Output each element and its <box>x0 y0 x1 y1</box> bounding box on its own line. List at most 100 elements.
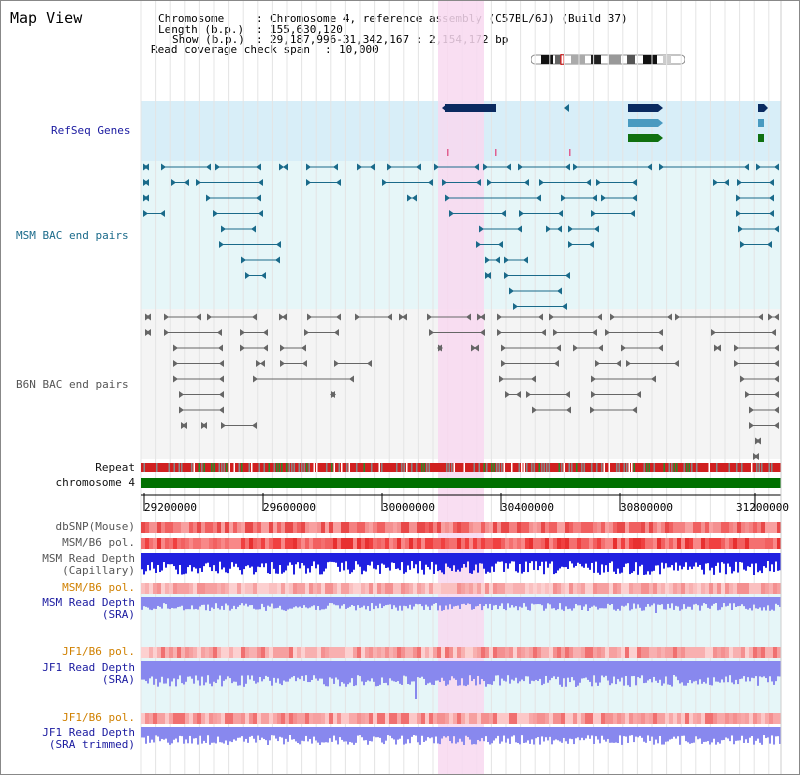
bac-end-marker <box>767 241 772 248</box>
depth-bar <box>141 553 143 570</box>
depth-bar <box>647 597 649 605</box>
depth-bar <box>377 727 379 738</box>
depth-bar <box>405 553 407 573</box>
depth-bar <box>281 661 283 686</box>
depth-bar <box>511 727 513 737</box>
depth-bar <box>265 727 267 741</box>
heat-cell <box>749 583 753 594</box>
depth-bar <box>367 553 369 566</box>
heat-cell <box>301 583 305 594</box>
heat-cell <box>401 713 405 724</box>
depth-bar <box>637 553 639 575</box>
heat-cell <box>597 583 601 594</box>
bac-end-marker <box>774 163 779 171</box>
depth-bar <box>717 553 719 563</box>
heat-cell <box>661 522 665 533</box>
heat-cell <box>717 647 721 658</box>
depth-bar <box>551 661 553 678</box>
depth-bar <box>777 553 779 571</box>
depth-bar <box>581 553 583 567</box>
heat-cell <box>745 647 749 658</box>
heat-cell <box>293 522 297 533</box>
heat-cell <box>561 713 565 724</box>
heat-cell <box>417 647 421 658</box>
heat-cell <box>325 583 329 594</box>
heat-cell <box>205 538 209 549</box>
heat-cell <box>161 538 165 549</box>
heat-cell <box>741 522 745 533</box>
repeat-element <box>758 463 760 472</box>
depth-bar <box>657 727 659 744</box>
depth-bar <box>641 661 643 676</box>
bac-end-marker <box>758 313 763 321</box>
heat-cell <box>465 647 469 658</box>
heat-cell <box>393 713 397 724</box>
depth-bar <box>485 597 487 605</box>
depth-bar <box>231 597 233 609</box>
depth-bar <box>613 727 615 743</box>
depth-bar <box>501 661 503 679</box>
heat-cell <box>557 583 561 594</box>
depth-bar <box>647 661 649 681</box>
repeat-element <box>378 463 380 472</box>
depth-bar <box>351 597 353 605</box>
heat-cell <box>509 583 513 594</box>
heat-cell <box>273 583 277 594</box>
depth-bar <box>371 727 373 742</box>
depth-bar <box>719 661 721 683</box>
heat-cell <box>265 538 269 549</box>
heat-cell <box>317 713 321 724</box>
heat-cell <box>225 713 229 724</box>
heat-cell <box>565 538 569 549</box>
repeat-element <box>258 463 260 472</box>
heat-cell <box>729 647 733 658</box>
depth-bar <box>359 727 361 736</box>
heat-cell <box>749 538 753 549</box>
heat-cell <box>753 522 757 533</box>
depth-bar <box>459 727 461 739</box>
heat-cell <box>297 647 301 658</box>
heat-cell <box>253 538 257 549</box>
repeat-element <box>683 463 685 472</box>
depth-bar <box>247 597 249 607</box>
depth-bar <box>749 727 751 738</box>
heat-cell <box>769 538 773 549</box>
bac-end-marker <box>245 272 250 279</box>
depth-bar <box>655 661 657 681</box>
bac-end-marker <box>173 344 178 352</box>
bac-end-marker <box>591 210 596 217</box>
depth-bar <box>585 597 587 605</box>
heat-cell <box>741 538 745 549</box>
heat-cell <box>145 583 149 594</box>
bac-end-marker <box>737 179 742 186</box>
heat-cell <box>393 647 397 658</box>
depth-bar <box>601 597 603 609</box>
depth-bar <box>743 727 745 743</box>
repeat-element <box>396 463 398 472</box>
depth-bar <box>517 553 519 573</box>
depth-bar <box>395 597 397 608</box>
heat-cell <box>581 713 585 724</box>
heat-cell <box>617 538 621 549</box>
depth-bar <box>451 727 453 744</box>
heat-cell <box>661 538 665 549</box>
heat-cell <box>393 522 397 533</box>
depth-bar <box>459 661 461 686</box>
depth-bar <box>739 597 741 606</box>
depth-bar <box>277 553 279 574</box>
depth-bar <box>151 727 153 740</box>
heat-cell <box>641 713 645 724</box>
heat-cell <box>361 647 365 658</box>
heat-cell <box>741 583 745 594</box>
depth-bar <box>627 661 629 686</box>
depth-bar <box>429 661 431 683</box>
heat-cell <box>201 647 205 658</box>
heat-cell <box>221 713 225 724</box>
repeat-element <box>371 463 373 472</box>
depth-bar <box>251 597 253 606</box>
depth-bar <box>651 727 653 737</box>
bac-end-marker <box>597 313 602 321</box>
heat-cell <box>333 522 337 533</box>
repeat-element <box>601 463 603 472</box>
